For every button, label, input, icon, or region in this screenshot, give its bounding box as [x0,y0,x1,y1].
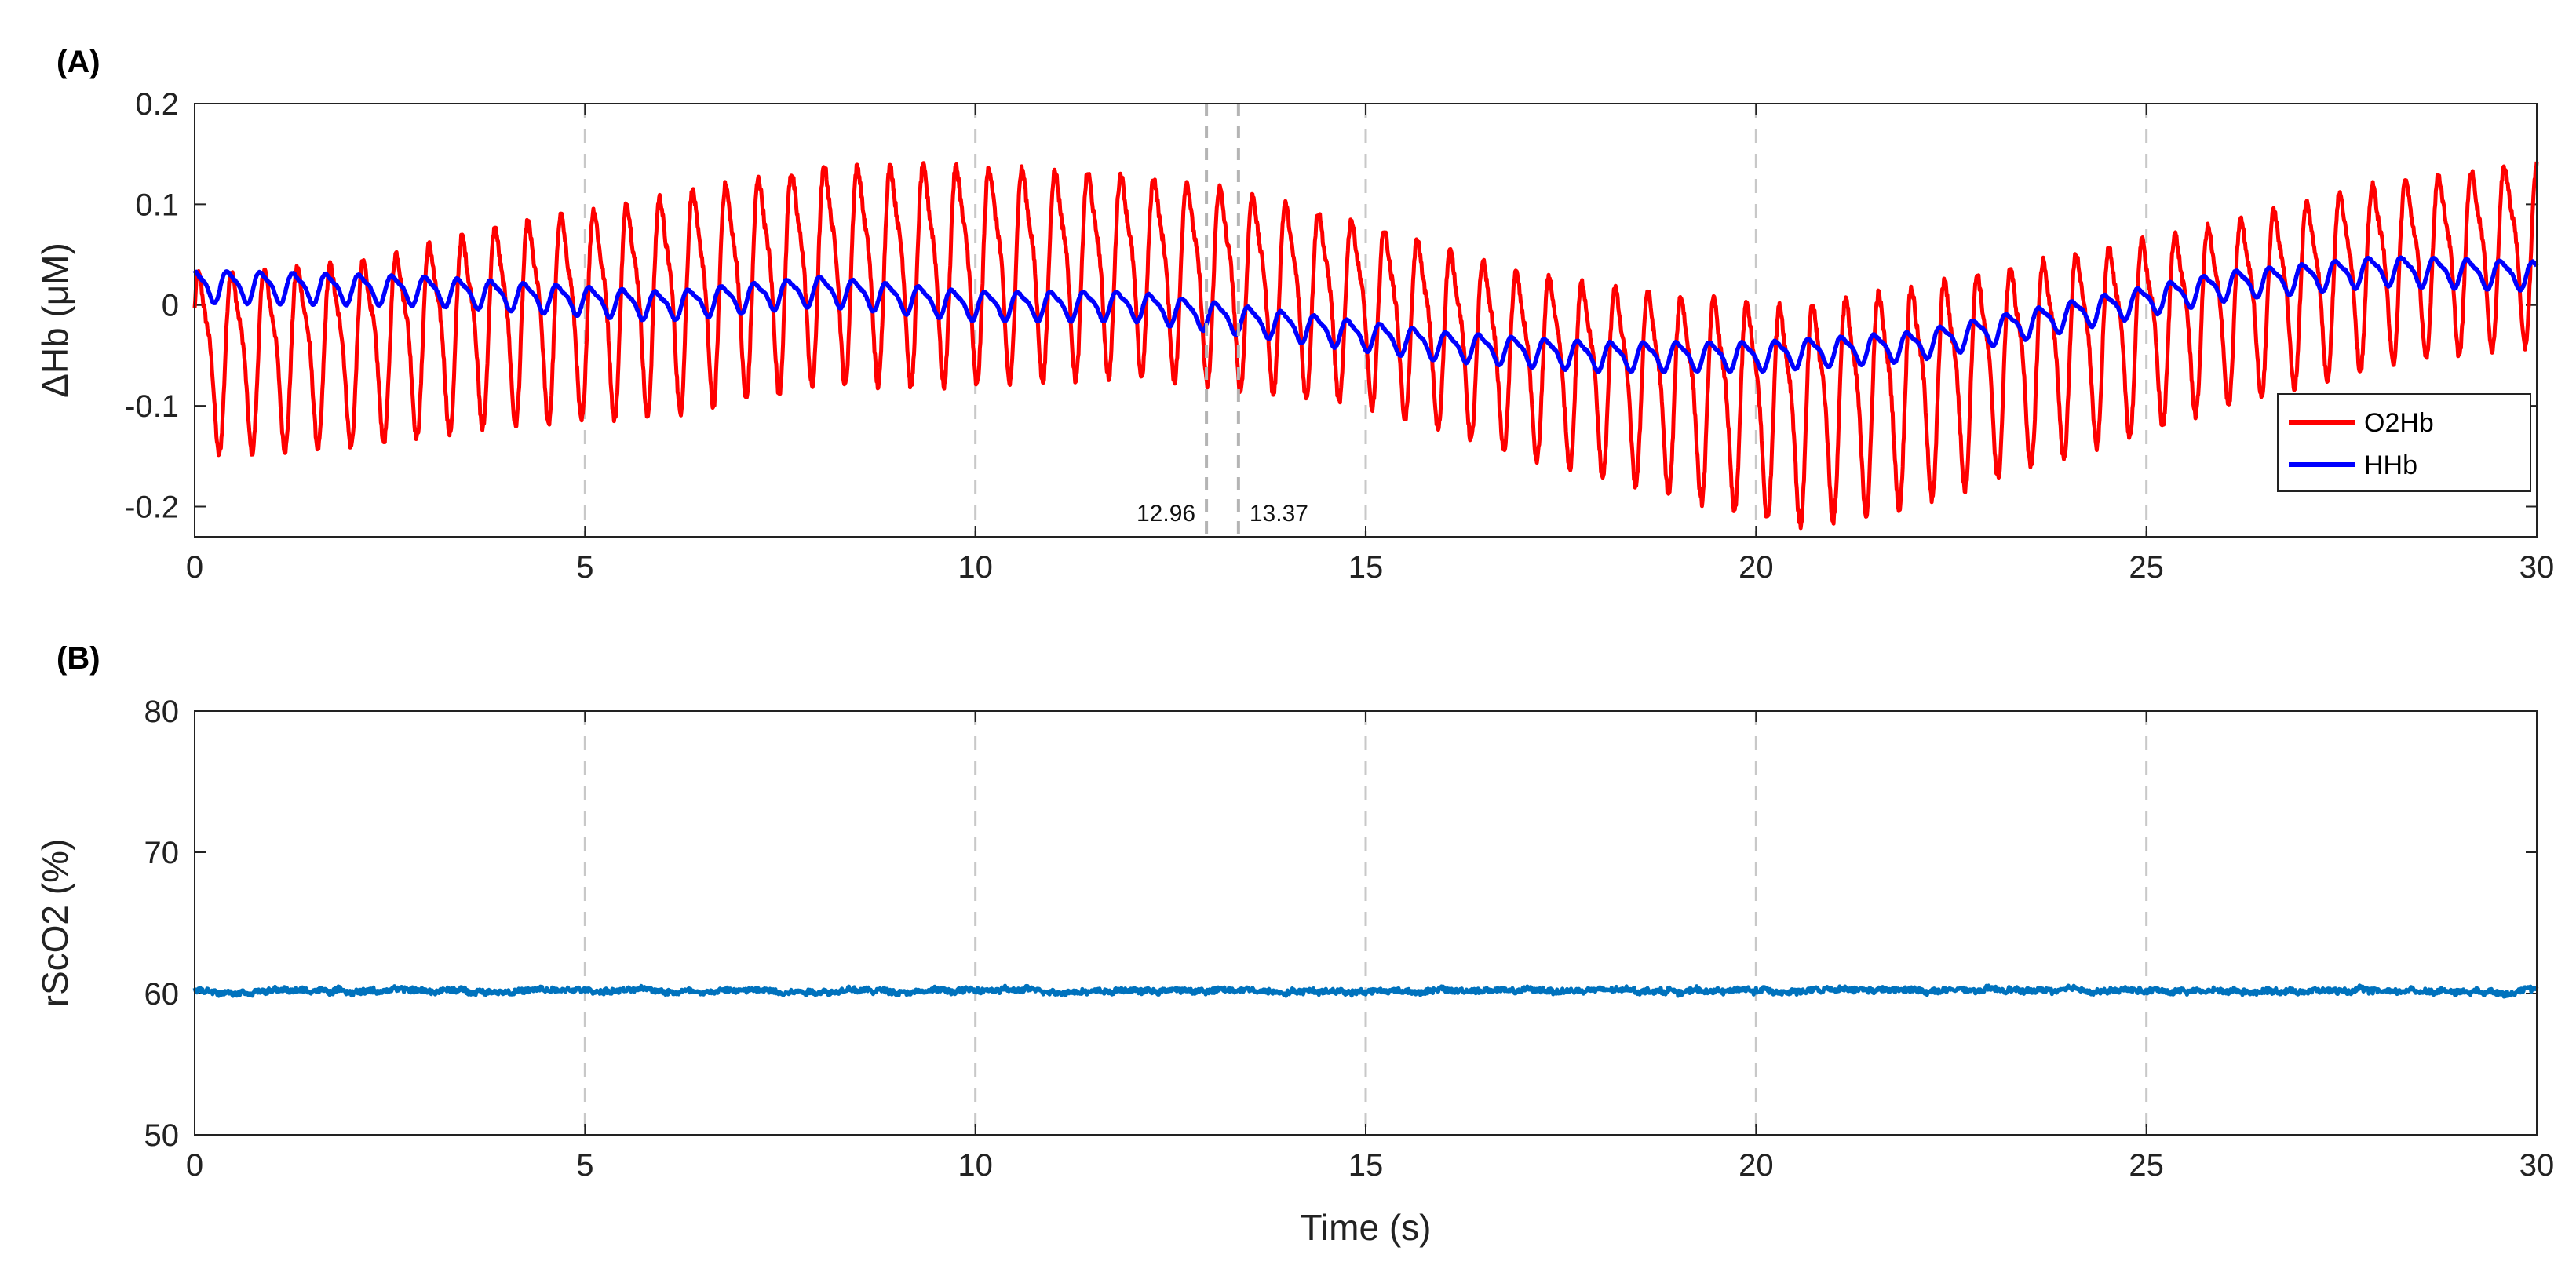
legend-label-hhb: HHb [2364,450,2417,480]
panel-b-x-axis-label: Time (s) [1301,1207,1432,1248]
y-tick-label: 0.1 [135,188,179,222]
panel-b-y-axis-label: rScO2 (%) [35,839,75,1008]
y-tick-label: 60 [144,977,180,1012]
y-tick-label: 0.2 [135,87,179,122]
x-tick-label: 30 [2519,550,2555,585]
series-line-o2hb [192,161,2539,531]
panel-a-series [192,161,2539,531]
panel-a-x-ticks: 0 5 10 15 20 25 30 [186,550,2554,585]
x-tick-label: 10 [958,1148,993,1183]
panel-b-axes-box [194,710,2538,1136]
x-tick-label: 20 [1739,1148,1774,1183]
y-tick-label: 0 [162,289,179,323]
panel-b-series [192,983,2539,999]
x-tick-label: 5 [576,1148,593,1183]
x-tick-label: 15 [1348,550,1384,585]
legend-box [2277,393,2531,492]
series-line-hhb [192,255,2539,374]
y-tick-label: 70 [144,836,180,870]
panel-b-grid [194,710,2538,1136]
panel-a: (A) 12.96 13.37 0 5 10 15 20 25 30 0.2 0.… [35,45,2554,585]
y-tick-label: 80 [144,695,180,729]
panel-a-y-ticks: 0.2 0.1 0 -0.1 -0.2 [125,87,179,524]
series-line-rsco2 [192,983,2539,999]
panel-b-label: (B) [57,641,100,676]
annotation-label-12-96: 12.96 [1137,501,1195,527]
legend-label-o2hb: O2Hb [2364,408,2434,438]
y-tick-label: 50 [144,1118,180,1153]
x-tick-label: 25 [2129,1148,2164,1183]
x-tick-label: 25 [2129,550,2164,585]
panel-b-y-ticks: 80 70 60 50 [144,695,180,1153]
panel-a-axes-box [194,103,2538,538]
x-tick-label: 10 [958,550,993,585]
x-tick-label: 5 [576,550,593,585]
y-tick-label: -0.1 [125,389,179,424]
legend: O2Hb HHb [2277,393,2531,492]
x-tick-label: 30 [2519,1148,2555,1183]
x-tick-label: 0 [186,550,203,585]
panel-a-label: (A) [57,45,100,79]
annotation-label-13-37: 13.37 [1250,501,1308,527]
panel-a-y-axis-label: ΔHb (μM) [35,242,75,398]
x-tick-label: 20 [1739,550,1774,585]
x-tick-label: 15 [1348,1148,1384,1183]
x-tick-label: 0 [186,1148,203,1183]
panel-b-x-ticks: 0 5 10 15 20 25 30 [186,1148,2554,1183]
y-tick-label: -0.2 [125,490,179,524]
panel-a-annotations: 12.96 13.37 [1137,104,1308,537]
panel-b: (B) 0 5 10 15 20 25 30 80 70 60 50 rScO2… [35,641,2554,1248]
